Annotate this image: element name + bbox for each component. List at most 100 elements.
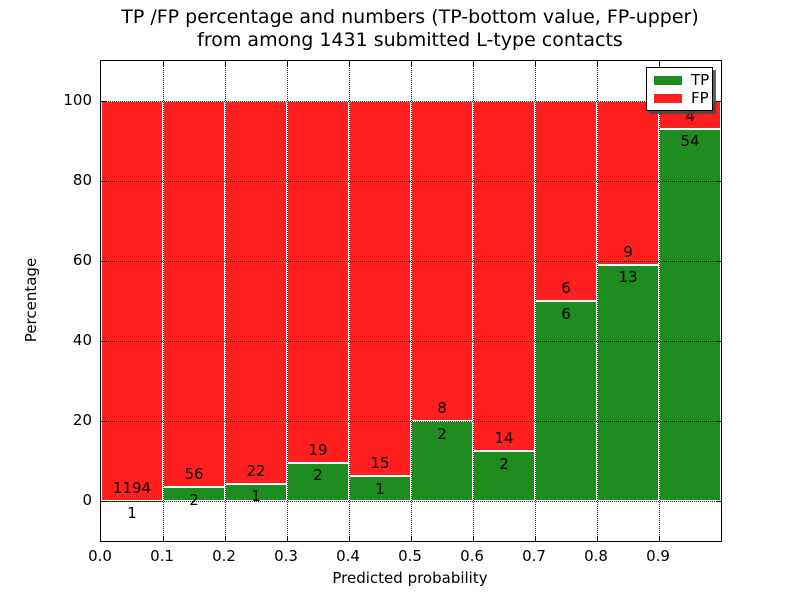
- legend: TP FP: [646, 67, 713, 111]
- x-tick-label: 0.7: [522, 547, 546, 565]
- y-tick-label: 0: [82, 491, 92, 509]
- v-gridline: [473, 61, 474, 541]
- plot-area: 1194 1 56 2 22 1 19 2 15 1 8 2 14 2 6 6 9 13 4 54: [100, 60, 722, 542]
- x-tick-top: [472, 61, 474, 66]
- tp-count-label: 2: [313, 466, 323, 485]
- y-tick-right: [716, 180, 721, 182]
- y-tick-left: [101, 340, 106, 342]
- tp-count-label: 2: [189, 490, 199, 509]
- bar-tp-segment: [287, 462, 349, 501]
- x-tick-label: 0.3: [274, 547, 298, 565]
- y-tick-left: [101, 500, 106, 502]
- tp-count-label: 6: [561, 304, 571, 323]
- tp-count-label: 54: [680, 132, 700, 151]
- fp-count-label: 1194: [112, 478, 152, 497]
- bar-tp-segment: [101, 500, 163, 502]
- bar-fp-segment: [101, 101, 163, 501]
- y-tick-label: 60: [72, 251, 92, 269]
- fp-count-label: 14: [494, 429, 514, 447]
- y-tick-label: 80: [72, 171, 92, 189]
- v-gridline: [225, 61, 226, 541]
- bar-tp-segment: [597, 264, 659, 501]
- fp-count-label: 56: [184, 465, 204, 484]
- x-tick-bottom: [348, 536, 350, 541]
- x-tick-label: 0.9: [646, 547, 670, 565]
- bar-fp-segment: [597, 101, 659, 265]
- legend-label-fp: FP: [691, 89, 709, 107]
- v-gridline: [163, 61, 164, 541]
- chart-title-line1: TP /FP percentage and numbers (TP-bottom…: [121, 6, 699, 28]
- y-tick-left: [101, 180, 106, 182]
- bar-fp-segment: [473, 101, 535, 451]
- x-tick-label: 0.5: [398, 547, 422, 565]
- fp-count-label: 15: [370, 454, 390, 472]
- x-tick-bottom: [224, 536, 226, 541]
- tp-count-label: 2: [499, 454, 509, 473]
- x-tick-bottom: [286, 536, 288, 541]
- x-tick-top: [658, 61, 660, 66]
- chart-title: TP /FP percentage and numbers (TP-bottom…: [100, 6, 720, 52]
- tp-count-label: 1: [375, 479, 385, 498]
- y-tick-left: [101, 260, 106, 262]
- bar-tp-segment: [473, 451, 535, 501]
- y-tick-left: [101, 420, 106, 422]
- y-tick-left: [101, 100, 106, 102]
- y-tick-label: 20: [72, 411, 92, 429]
- x-tick-label: 0.0: [88, 547, 112, 565]
- bar-fp-segment: [535, 101, 597, 301]
- x-tick-label: 0.1: [150, 547, 174, 565]
- y-tick-right: [716, 420, 721, 422]
- tp-count-label: 2: [437, 424, 447, 443]
- fp-count-label: 22: [246, 461, 266, 480]
- v-gridline: [597, 61, 598, 541]
- y-tick-label: 100: [63, 91, 92, 109]
- x-tick-label: 0.6: [460, 547, 484, 565]
- fp-swatch-icon: [654, 93, 682, 103]
- bar-tp-segment: [535, 301, 597, 501]
- bar-fp-segment: [349, 101, 411, 476]
- x-tick-bottom: [162, 536, 164, 541]
- y-tick-right: [716, 340, 721, 342]
- v-gridline: [659, 61, 660, 541]
- x-tick-bottom: [534, 536, 536, 541]
- chart-title-line2: from among 1431 submitted L-type contact…: [197, 29, 623, 51]
- bar-fp-segment: [287, 101, 349, 463]
- x-tick-label: 0.2: [212, 547, 236, 565]
- fp-count-label: 19: [308, 440, 328, 459]
- bar-fp-segment: [163, 101, 225, 488]
- y-tick-right: [716, 260, 721, 262]
- legend-entry-fp: FP: [647, 90, 712, 106]
- fp-count-label: 8: [437, 399, 447, 417]
- x-tick-bottom: [472, 536, 474, 541]
- tp-count-label: 1: [251, 487, 261, 506]
- y-tick-right: [716, 100, 721, 102]
- x-tick-bottom: [658, 536, 660, 541]
- legend-label-tp: TP: [691, 71, 710, 89]
- fp-count-label: 4: [685, 106, 695, 125]
- x-tick-top: [410, 61, 412, 66]
- v-gridline: [349, 61, 350, 541]
- x-tick-bottom: [410, 536, 412, 541]
- x-tick-label: 0.8: [584, 547, 608, 565]
- x-tick-top: [534, 61, 536, 66]
- x-tick-top: [162, 61, 164, 66]
- x-tick-top: [286, 61, 288, 66]
- x-tick-label: 0.4: [336, 547, 360, 565]
- fp-count-label: 6: [561, 279, 571, 297]
- fp-count-label: 9: [623, 242, 633, 261]
- x-tick-bottom: [596, 536, 598, 541]
- bar-fp-segment: [225, 101, 287, 484]
- bar-tp-segment: [349, 476, 411, 501]
- y-tick-label: 40: [72, 331, 92, 349]
- tp-swatch-icon: [654, 75, 682, 85]
- v-gridline: [411, 61, 412, 541]
- tp-count-label: 1: [127, 504, 137, 523]
- bar-tp-segment: [659, 128, 721, 501]
- x-tick-top: [596, 61, 598, 66]
- x-axis-label: Predicted probability: [332, 569, 488, 587]
- x-tick-top: [348, 61, 350, 66]
- bar-tp-segment: [411, 421, 473, 501]
- tp-count-label: 13: [618, 268, 638, 287]
- x-tick-top: [224, 61, 226, 66]
